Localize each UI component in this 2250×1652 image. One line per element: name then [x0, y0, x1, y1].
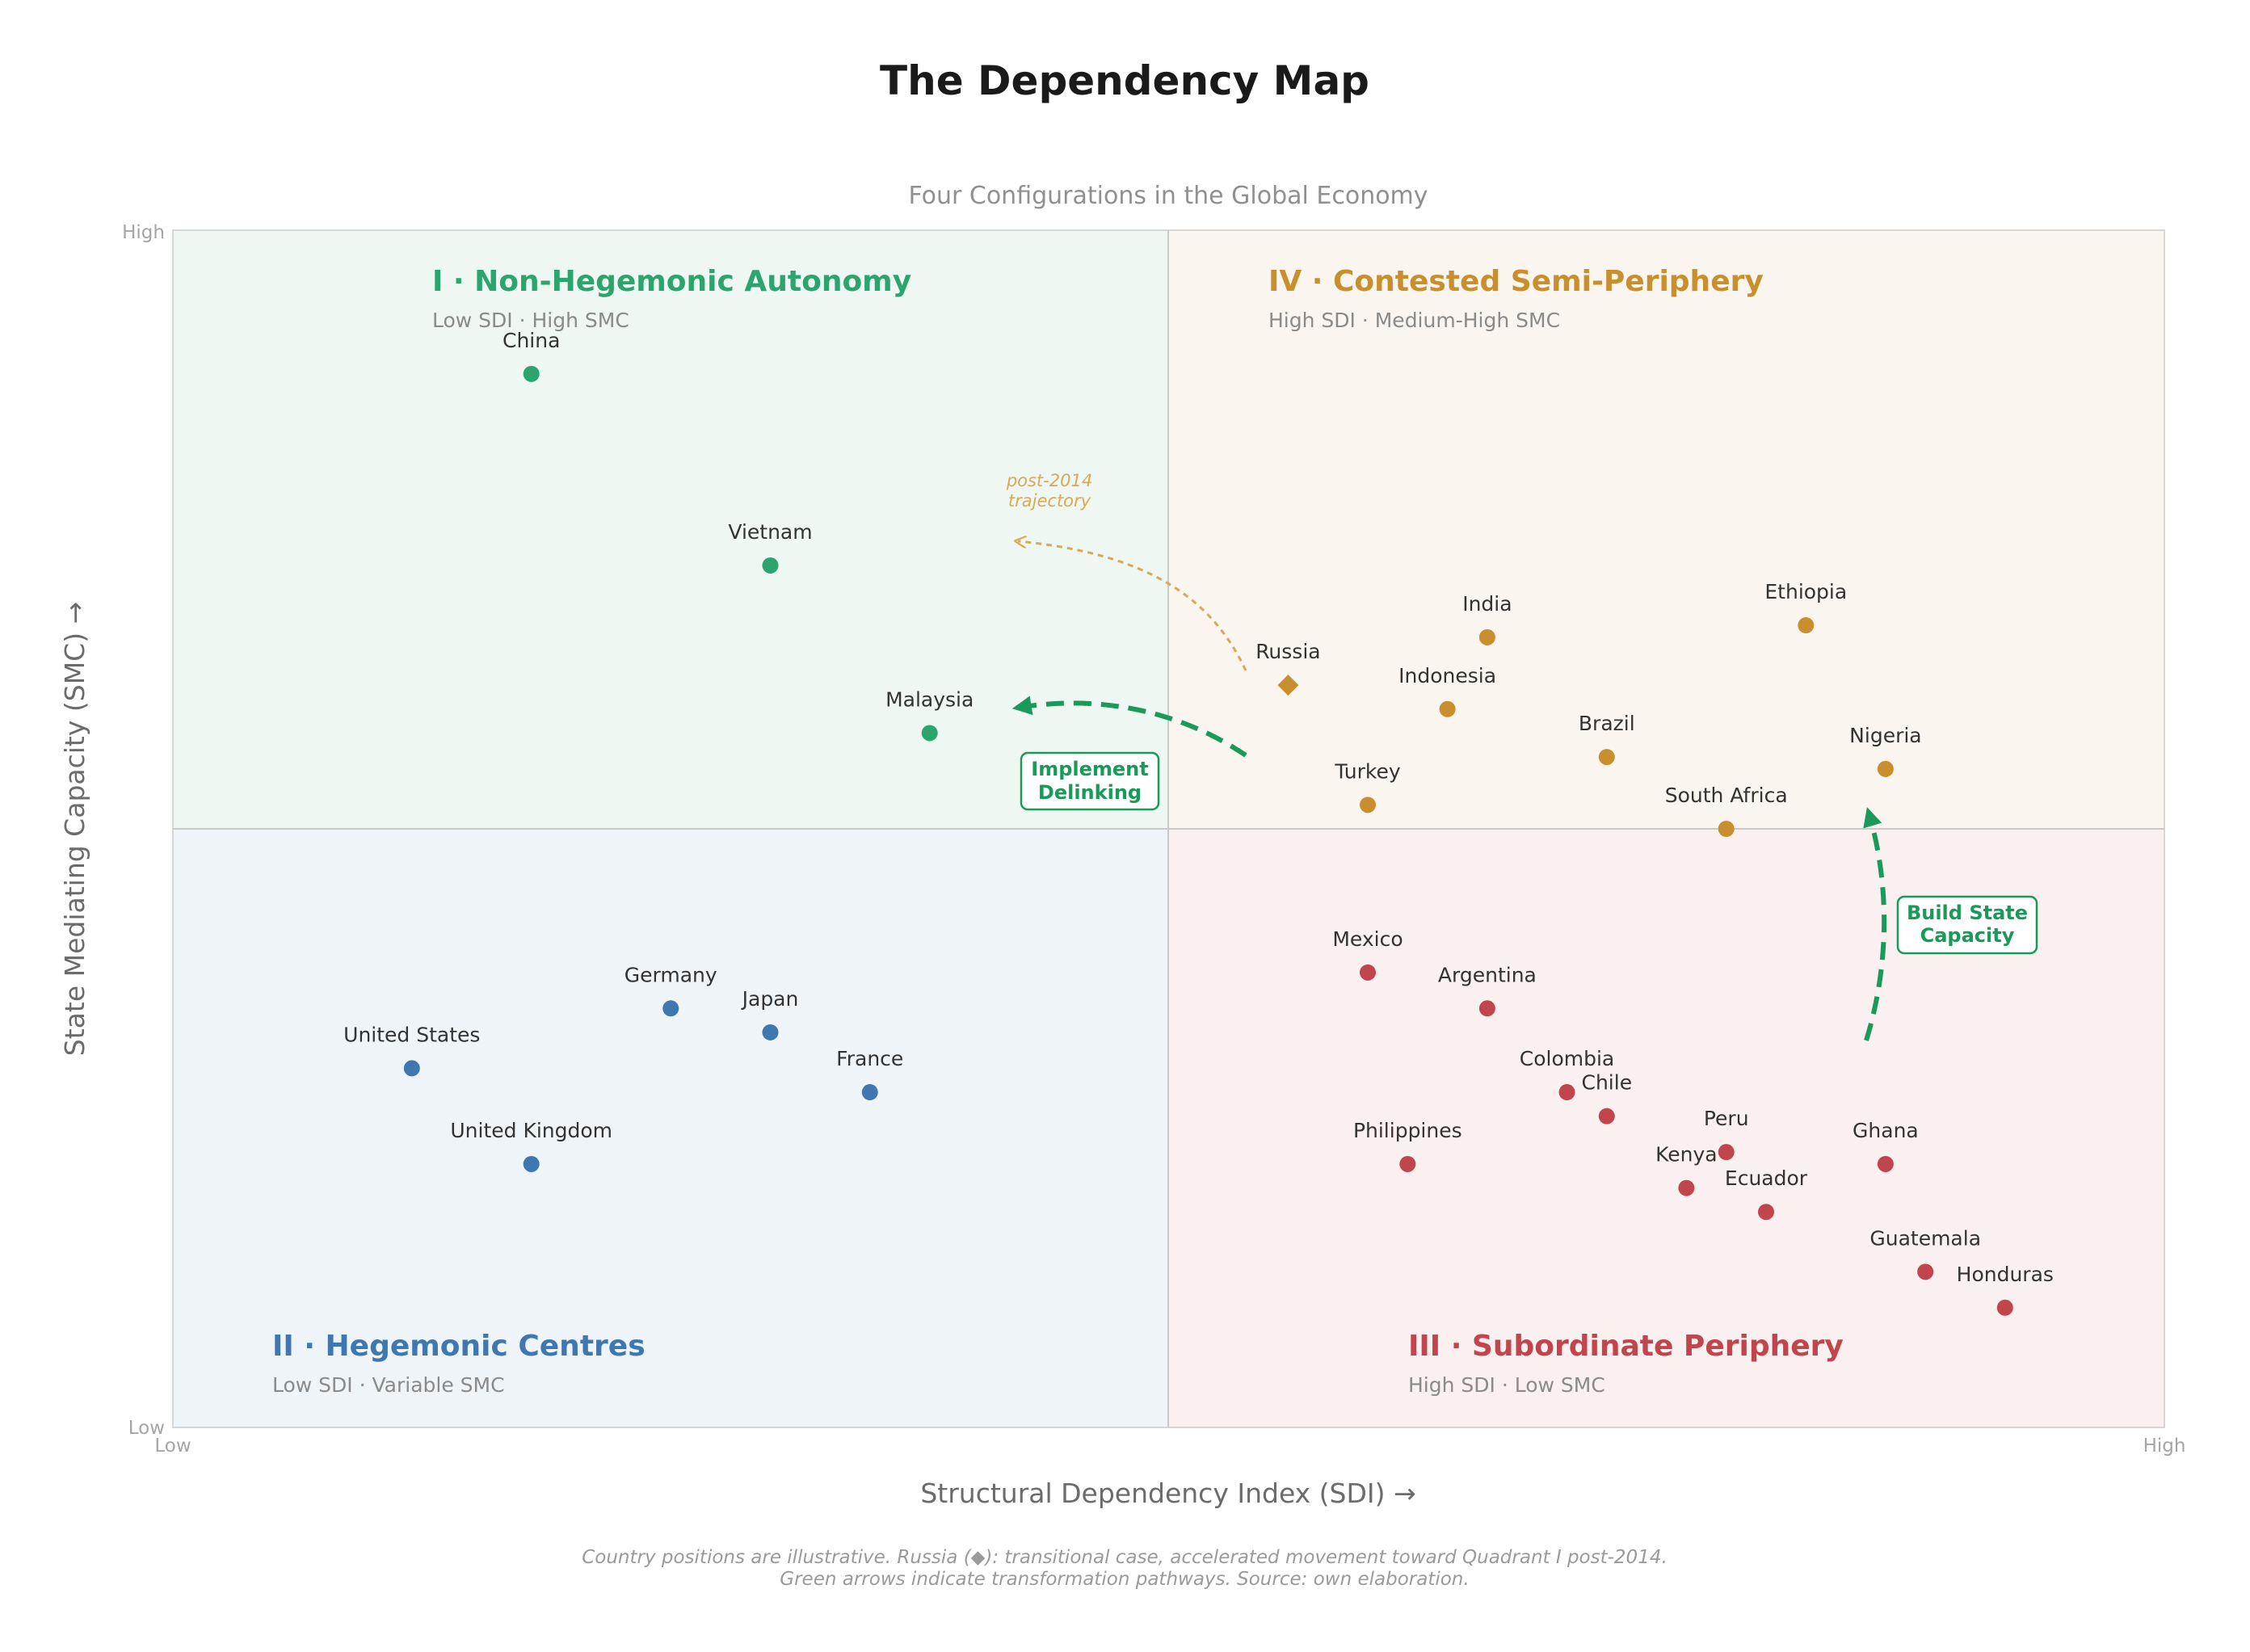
point-label-argentina: Argentina	[1438, 963, 1537, 986]
point-label-philippines: Philippines	[1353, 1119, 1462, 1142]
point-japan	[762, 1024, 779, 1040]
quadrant-I-title: I · Non-Hegemonic Autonomy	[432, 265, 911, 298]
point-south-africa	[1718, 821, 1735, 837]
point-label-vietnam: Vietnam	[728, 520, 812, 544]
point-label-brazil: Brazil	[1579, 712, 1635, 735]
point-vietnam	[762, 557, 779, 574]
quadrant-IV-title: IV · Contested Semi-Periphery	[1268, 265, 1764, 298]
chart-subtitle: Four Configurations in the Global Econom…	[908, 182, 1428, 210]
point-brazil	[1598, 749, 1615, 766]
y-tick-low: Low	[128, 1418, 165, 1439]
point-guatemala	[1917, 1263, 1934, 1280]
post-2014-line1: post-2014	[1006, 471, 1092, 490]
point-france	[861, 1084, 878, 1101]
footnote-line1: Country positions are illustrative. Russ…	[582, 1547, 1668, 1568]
point-label-chile: Chile	[1582, 1071, 1633, 1095]
point-malaysia	[921, 725, 938, 742]
point-india	[1478, 628, 1495, 645]
y-tick-high: High	[122, 222, 165, 243]
implement-delinking-line1: Implement	[1031, 758, 1148, 780]
x-tick-low: Low	[154, 1436, 191, 1457]
x-axis-label: Structural Dependency Index (SDI) →	[920, 1478, 1415, 1509]
point-argentina	[1478, 1000, 1495, 1017]
point-label-united-kingdom: United Kingdom	[450, 1119, 612, 1142]
point-philippines	[1399, 1155, 1416, 1172]
chart-title: The Dependency Map	[880, 57, 1369, 104]
point-label-peru: Peru	[1704, 1107, 1749, 1130]
point-china	[523, 365, 540, 382]
post-2014-trajectory-arrow	[1018, 541, 1247, 671]
y-axis-label: State Mediating Capacity (SMC) →	[59, 602, 90, 1056]
quadrant-II-title: II · Hegemonic Centres	[272, 1330, 646, 1363]
point-label-russia: Russia	[1255, 640, 1320, 663]
quadrant-I-background	[173, 230, 1168, 829]
point-label-united-states: United States	[343, 1023, 480, 1046]
point-indonesia	[1439, 700, 1456, 717]
quadrant-II-background	[173, 829, 1168, 1427]
point-russia	[1277, 675, 1299, 696]
point-honduras	[1996, 1299, 2013, 1316]
quadrant-IV-subtitle: High SDI · Medium-High SMC	[1268, 309, 1560, 332]
implement-delinking-line2: Delinking	[1038, 781, 1142, 804]
footnote-line2: Green arrows indicate transformation pat…	[780, 1569, 1469, 1590]
point-label-honduras: Honduras	[1957, 1263, 2054, 1286]
point-label-india: India	[1462, 592, 1512, 616]
implement-delinking-annotation: Implement Delinking	[1020, 751, 1160, 811]
point-united-states	[403, 1060, 420, 1077]
quadrant-II-subtitle: Low SDI · Variable SMC	[272, 1373, 505, 1397]
quadrant-III-subtitle: High SDI · Low SMC	[1408, 1373, 1605, 1397]
point-peru	[1718, 1144, 1735, 1161]
point-label-colombia: Colombia	[1520, 1047, 1614, 1070]
point-label-kenya: Kenya	[1655, 1143, 1718, 1166]
point-label-malaysia: Malaysia	[885, 687, 974, 711]
point-germany	[662, 1000, 679, 1017]
point-label-japan: Japan	[741, 987, 799, 1011]
point-mexico	[1360, 964, 1376, 981]
point-label-ghana: Ghana	[1853, 1119, 1919, 1142]
point-nigeria	[1877, 760, 1894, 777]
point-label-france: France	[836, 1047, 903, 1070]
build-state-capacity-line2: Capacity	[1920, 924, 2015, 947]
point-label-ecuador: Ecuador	[1725, 1166, 1808, 1190]
delinking-arrow	[1011, 696, 1247, 758]
point-label-guatemala: Guatemala	[1869, 1226, 1981, 1250]
point-label-turkey: Turkey	[1334, 759, 1401, 783]
point-kenya	[1678, 1179, 1695, 1196]
point-ecuador	[1758, 1204, 1774, 1221]
point-label-ethiopia: Ethiopia	[1764, 580, 1847, 603]
post-2014-line2: trajectory	[1008, 491, 1091, 511]
data-points-layer: China Vietnam Malaysia United States United …	[343, 329, 2054, 1316]
quadrant-III-title: III · Subordinate Periphery	[1408, 1330, 1844, 1363]
point-label-germany: Germany	[625, 963, 717, 986]
quadrant-IV-background	[1168, 230, 2164, 829]
build-state-capacity-annotation: Build State Capacity	[1896, 895, 2038, 955]
point-ethiopia	[1798, 617, 1815, 634]
point-united-kingdom	[523, 1155, 540, 1172]
state-capacity-arrow	[1863, 807, 1887, 1041]
x-tick-high: High	[2143, 1436, 2186, 1457]
point-colombia	[1558, 1084, 1575, 1101]
point-ghana	[1877, 1155, 1894, 1172]
point-label-south-africa: South Africa	[1665, 784, 1788, 807]
point-label-indonesia: Indonesia	[1398, 664, 1496, 687]
point-chile	[1598, 1108, 1615, 1124]
point-label-china: China	[503, 329, 560, 352]
build-state-capacity-line1: Build State	[1907, 902, 2028, 924]
quadrant-I-subtitle: Low SDI · High SMC	[432, 309, 629, 332]
point-label-nigeria: Nigeria	[1849, 724, 1921, 747]
point-turkey	[1360, 797, 1376, 813]
post-2014-trajectory-annotation: post-2014 trajectory	[1006, 471, 1092, 511]
point-label-mexico: Mexico	[1332, 927, 1403, 951]
